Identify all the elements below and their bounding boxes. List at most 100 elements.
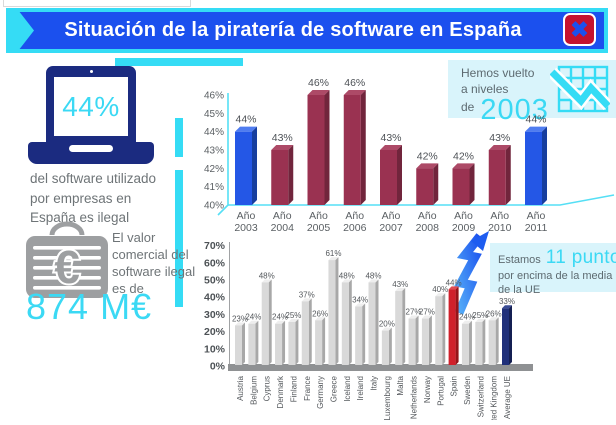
bar-Sweden bbox=[461, 320, 472, 365]
y-tick-label: 60% bbox=[204, 257, 226, 269]
x-tick-label: 2006 bbox=[343, 222, 367, 234]
x-tick-label: Año bbox=[527, 210, 546, 222]
x-tick-label: Norway bbox=[423, 376, 432, 403]
callout-line: Estamos bbox=[498, 254, 541, 266]
bar-value-label: 27% bbox=[406, 308, 422, 317]
callout-line: por encima de la media bbox=[498, 269, 613, 282]
x-tick-label: Año bbox=[273, 210, 292, 222]
x-tick-label: 2007 bbox=[379, 222, 403, 234]
bar-value-label: 42% bbox=[417, 150, 438, 162]
bar-Greece bbox=[328, 257, 339, 365]
y-tick-label: 46% bbox=[204, 91, 224, 102]
x-tick-label: Año bbox=[382, 210, 401, 222]
bar-Italy bbox=[368, 279, 379, 365]
y-tick-label: 40% bbox=[204, 201, 224, 212]
x-tick-label: Denmark bbox=[276, 375, 285, 408]
bar-Average UE bbox=[502, 305, 512, 365]
y-tick-label: 70% bbox=[204, 240, 226, 252]
bar-value-label: 46% bbox=[308, 78, 329, 89]
laptop-caption: del software utilizado por empresas en E… bbox=[30, 169, 190, 228]
x-tick-label: 2004 bbox=[271, 222, 295, 234]
page-title: Situación de la piratería de software en… bbox=[64, 19, 522, 41]
bar-Año 2005 bbox=[307, 90, 330, 205]
y-tick-label: 44% bbox=[204, 127, 224, 138]
callout-2003: Hemos vuelto a niveles de 2003 bbox=[448, 60, 616, 125]
callout-line: a niveles bbox=[461, 81, 509, 96]
value-caption: El valor comercial del software ilegal e… bbox=[112, 229, 207, 298]
bar-value-label: 48% bbox=[259, 271, 275, 280]
commercial-value-amount: 874 M€ bbox=[26, 286, 153, 327]
bar-value-label: 24% bbox=[245, 313, 261, 322]
x-tick-label: Año bbox=[345, 210, 364, 222]
bar-Año 2006 bbox=[343, 90, 366, 205]
caption-line: software ilegal bbox=[112, 264, 196, 280]
x-tick-label: Italy bbox=[370, 376, 379, 391]
laptop-icon: 44% bbox=[28, 66, 154, 166]
bar-value-label: 26% bbox=[312, 309, 328, 318]
bar-Malta bbox=[395, 288, 406, 365]
x-tick-label: Cyprus bbox=[263, 376, 272, 401]
bar-Spain bbox=[448, 286, 459, 365]
x-tick-label: 2005 bbox=[307, 222, 331, 234]
callout-line: Hemos vuelto bbox=[461, 66, 535, 80]
bar-Denmark bbox=[275, 320, 286, 365]
piracy-rate-value: 44% bbox=[62, 90, 120, 122]
bar-Belgium bbox=[248, 320, 259, 365]
bar-value-label: 40% bbox=[432, 285, 448, 294]
bar-value-label: 33% bbox=[499, 297, 515, 306]
declining-chart-icon bbox=[550, 65, 610, 113]
bar-value-label: 44% bbox=[446, 278, 462, 287]
callout-line: de bbox=[461, 100, 475, 115]
y-tick-label: 20% bbox=[204, 326, 226, 338]
bar-value-label: 42% bbox=[453, 150, 474, 162]
y-tick-label: 10% bbox=[204, 343, 226, 355]
x-tick-label: 2009 bbox=[452, 222, 476, 234]
bar-United Kingdom bbox=[488, 317, 499, 365]
x-tick-label: Ireland bbox=[356, 376, 365, 400]
bar-value-label: 20% bbox=[379, 320, 395, 329]
bar-value-label: 44% bbox=[525, 114, 546, 126]
close-icon: ✖ bbox=[570, 16, 589, 42]
bar-Año 2009 bbox=[452, 163, 475, 205]
bar-value-label: 44% bbox=[235, 114, 256, 126]
x-tick-label: Netherlands bbox=[410, 376, 419, 419]
x-axis-slab bbox=[228, 364, 533, 371]
caption-line: es de bbox=[112, 281, 144, 297]
x-tick-label: Año bbox=[490, 210, 509, 222]
x-tick-label: France bbox=[303, 375, 312, 400]
x-tick-label: United Kingdom bbox=[490, 376, 499, 420]
bar-Norway bbox=[421, 315, 432, 365]
laptop-touchpad bbox=[69, 145, 113, 152]
laptop-screen: 44% bbox=[46, 66, 136, 142]
callout-11-puntos: Estamos 11 puntos por encima de la media… bbox=[490, 243, 616, 296]
bar-Austria bbox=[235, 322, 245, 365]
bar-value-label: 48% bbox=[365, 271, 381, 280]
x-tick-label: Austria bbox=[236, 375, 245, 400]
x-tick-label: Spain bbox=[450, 376, 459, 396]
title-bar: Situación de la piratería de software en… bbox=[6, 8, 608, 53]
bar-value-label: 25% bbox=[472, 311, 488, 320]
y-tick-label: 42% bbox=[204, 164, 224, 175]
x-tick-label: 2008 bbox=[416, 222, 440, 234]
bar-Germany bbox=[315, 317, 326, 365]
bar-value-label: 48% bbox=[339, 271, 355, 280]
bar-Año 2011 bbox=[525, 126, 547, 205]
bar-Ireland bbox=[355, 303, 366, 365]
x-tick-label: Año bbox=[237, 210, 256, 222]
country-chart-svg: 0% 10% 20% 30% 40% 50% 60% 70% 23% Austria 24% Belg… bbox=[204, 240, 533, 425]
x-tick-label: Average UE bbox=[503, 376, 512, 419]
x-tick-label: Año bbox=[454, 210, 473, 222]
callout-year: 2003 bbox=[480, 94, 549, 127]
laptop-camera-dot bbox=[89, 70, 93, 73]
bar-Portugal bbox=[435, 293, 446, 365]
title-bar-inner: Situación de la piratería de software en… bbox=[10, 12, 604, 49]
callout-2003-text: Hemos vuelto a niveles de 2003 bbox=[461, 66, 549, 127]
laptop-base bbox=[28, 142, 154, 164]
close-button[interactable]: ✖ bbox=[563, 13, 596, 46]
lightning-bolt-icon bbox=[454, 231, 489, 315]
yearly-piracy-chart: 40% 41% 42% 43% 44% 45% 46% 44% Año 2003 43% Año 200… bbox=[190, 77, 616, 234]
caption-line: por empresas en bbox=[30, 190, 132, 206]
bar-Switzerland bbox=[475, 319, 486, 365]
bar-Año 2007 bbox=[380, 145, 402, 205]
bar-value-label: 34% bbox=[352, 296, 368, 305]
